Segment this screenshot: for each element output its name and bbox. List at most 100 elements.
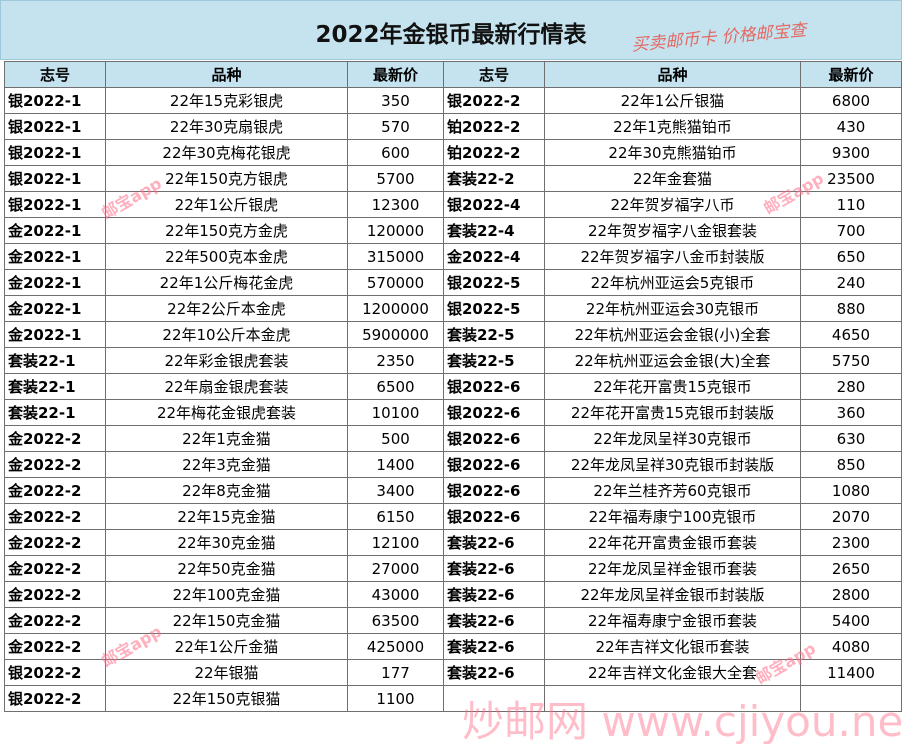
table-row: 套装22-1 22年彩金银虎套装 2350 套装22-5 22年杭州亚运会金银(大)全套… bbox=[4, 347, 902, 374]
price-cell: 1080 bbox=[800, 477, 902, 504]
name-cell: 22年10公斤本金虎 bbox=[105, 321, 348, 348]
code-cell: 金2022-2 bbox=[4, 633, 106, 660]
price-cell: 11400 bbox=[800, 659, 902, 686]
table-row: 银2022-2 22年150克银猫 1100 bbox=[4, 685, 902, 712]
price-cell: 2650 bbox=[800, 555, 902, 582]
code-cell: 套装22-6 bbox=[443, 607, 545, 634]
code-cell: 套装22-2 bbox=[443, 165, 545, 192]
code-cell: 套装22-5 bbox=[443, 347, 545, 374]
code-cell: 银2022-5 bbox=[443, 295, 545, 322]
table-row: 银2022-1 22年150克方银虎 5700 套装22-2 22年金套猫 23500 bbox=[4, 165, 902, 192]
table-row: 金2022-2 22年3克金猫 1400 银2022-6 22年龙凤呈祥30克银币封装版… bbox=[4, 451, 902, 478]
name-cell: 22年30克梅花银虎 bbox=[105, 139, 348, 166]
name-cell: 22年金套猫 bbox=[544, 165, 801, 192]
name-cell: 22年杭州亚运会30克银币 bbox=[544, 295, 801, 322]
header-name: 品种 bbox=[544, 61, 801, 88]
name-cell: 22年15克金猫 bbox=[105, 503, 348, 530]
code-cell: 套装22-6 bbox=[443, 555, 545, 582]
table-row: 银2022-1 22年30克扇银虎 570 铂2022-2 22年1克熊猫铂币 430 bbox=[4, 113, 902, 140]
name-cell: 22年150克方银虎 bbox=[105, 165, 348, 192]
name-cell: 22年150克银猫 bbox=[105, 685, 348, 712]
price-cell: 63500 bbox=[347, 607, 444, 634]
name-cell: 22年龙凤呈祥30克银币封装版 bbox=[544, 451, 801, 478]
code-cell: 金2022-2 bbox=[4, 451, 106, 478]
price-cell: 2300 bbox=[800, 529, 902, 556]
name-cell: 22年150克方金虎 bbox=[105, 217, 348, 244]
price-cell: 4080 bbox=[800, 633, 902, 660]
code-cell: 银2022-4 bbox=[443, 191, 545, 218]
name-cell: 22年龙凤呈祥金银币封装版 bbox=[544, 581, 801, 608]
code-cell: 铂2022-2 bbox=[443, 113, 545, 140]
name-cell: 22年30克金猫 bbox=[105, 529, 348, 556]
table-row: 银2022-1 22年30克梅花银虎 600 铂2022-2 22年30克熊猫铂币 930… bbox=[4, 139, 902, 166]
name-cell: 22年1公斤银猫 bbox=[544, 87, 801, 114]
table-row: 金2022-2 22年30克金猫 12100 套装22-6 22年花开富贵金银币套装 23… bbox=[4, 529, 902, 556]
code-cell: 金2022-1 bbox=[4, 295, 106, 322]
price-cell: 12100 bbox=[347, 529, 444, 556]
table-row: 金2022-2 22年100克金猫 43000 套装22-6 22年龙凤呈祥金银币封装版… bbox=[4, 581, 902, 608]
page-title: 2022年金银币最新行情表 bbox=[315, 22, 587, 48]
table-row: 金2022-2 22年50克金猫 27000 套装22-6 22年龙凤呈祥金银币套装 26… bbox=[4, 555, 902, 582]
code-cell: 金2022-2 bbox=[4, 477, 106, 504]
table-row: 套装22-1 22年扇金银虎套装 6500 银2022-6 22年花开富贵15克银币 28… bbox=[4, 373, 902, 400]
code-cell: 金2022-1 bbox=[4, 321, 106, 348]
code-cell: 银2022-1 bbox=[4, 191, 106, 218]
price-cell: 10100 bbox=[347, 399, 444, 426]
name-cell: 22年龙凤呈祥30克银币 bbox=[544, 425, 801, 452]
code-cell: 银2022-2 bbox=[4, 659, 106, 686]
name-cell: 22年杭州亚运会5克银币 bbox=[544, 269, 801, 296]
code-cell: 金2022-1 bbox=[4, 217, 106, 244]
name-cell: 22年花开富贵15克银币 bbox=[544, 373, 801, 400]
code-cell: 铂2022-2 bbox=[443, 139, 545, 166]
code-cell: 银2022-1 bbox=[4, 139, 106, 166]
price-cell: 27000 bbox=[347, 555, 444, 582]
name-cell: 22年彩金银虎套装 bbox=[105, 347, 348, 374]
code-cell: 金2022-4 bbox=[443, 243, 545, 270]
header-row: 志号 品种 最新价 志号 品种 最新价 bbox=[4, 61, 902, 88]
price-cell: 43000 bbox=[347, 581, 444, 608]
name-cell bbox=[544, 685, 801, 712]
name-cell: 22年贺岁福字八金币封装版 bbox=[544, 243, 801, 270]
name-cell: 22年1公斤银虎 bbox=[105, 191, 348, 218]
code-cell: 套装22-4 bbox=[443, 217, 545, 244]
name-cell: 22年2公斤本金虎 bbox=[105, 295, 348, 322]
code-cell: 银2022-6 bbox=[443, 399, 545, 426]
code-cell: 银2022-5 bbox=[443, 269, 545, 296]
table-row: 金2022-1 22年1公斤梅花金虎 570000 银2022-5 22年杭州亚运会5克… bbox=[4, 269, 902, 296]
price-cell: 630 bbox=[800, 425, 902, 452]
code-cell: 金2022-1 bbox=[4, 243, 106, 270]
title-bar: 2022年金银币最新行情表 买卖邮币卡 价格邮宝查 bbox=[0, 0, 902, 60]
table-row: 金2022-2 22年8克金猫 3400 银2022-6 22年兰桂齐芳60克银币 108… bbox=[4, 477, 902, 504]
price-cell: 1200000 bbox=[347, 295, 444, 322]
price-cell: 500 bbox=[347, 425, 444, 452]
price-cell: 570000 bbox=[347, 269, 444, 296]
table-row: 金2022-1 22年150克方金虎 120000 套装22-4 22年贺岁福字八金银套… bbox=[4, 217, 902, 244]
price-cell: 3400 bbox=[347, 477, 444, 504]
name-cell: 22年500克本金虎 bbox=[105, 243, 348, 270]
name-cell: 22年福寿康宁金银币套装 bbox=[544, 607, 801, 634]
name-cell: 22年花开富贵15克银币封装版 bbox=[544, 399, 801, 426]
code-cell: 套装22-1 bbox=[4, 347, 106, 374]
table-row: 银2022-2 22年银猫 177 套装22-6 22年吉祥文化金银大全套 11400 bbox=[4, 659, 902, 686]
price-cell: 9300 bbox=[800, 139, 902, 166]
name-cell: 22年吉祥文化银币套装 bbox=[544, 633, 801, 660]
price-cell: 2350 bbox=[347, 347, 444, 374]
name-cell: 22年贺岁福字八金银套装 bbox=[544, 217, 801, 244]
code-cell: 金2022-2 bbox=[4, 555, 106, 582]
price-cell: 2800 bbox=[800, 581, 902, 608]
price-cell: 280 bbox=[800, 373, 902, 400]
table-row: 金2022-2 22年1克金猫 500 银2022-6 22年龙凤呈祥30克银币 630 bbox=[4, 425, 902, 452]
table-row: 银2022-1 22年1公斤银虎 12300 银2022-4 22年贺岁福字八币 110 bbox=[4, 191, 902, 218]
price-cell: 430 bbox=[800, 113, 902, 140]
price-cell: 110 bbox=[800, 191, 902, 218]
price-cell: 880 bbox=[800, 295, 902, 322]
header-name: 品种 bbox=[105, 61, 348, 88]
price-cell: 177 bbox=[347, 659, 444, 686]
code-cell: 金2022-2 bbox=[4, 581, 106, 608]
name-cell: 22年150克金猫 bbox=[105, 607, 348, 634]
code-cell: 金2022-2 bbox=[4, 425, 106, 452]
code-cell: 金2022-2 bbox=[4, 503, 106, 530]
price-cell: 425000 bbox=[347, 633, 444, 660]
name-cell: 22年1克熊猫铂币 bbox=[544, 113, 801, 140]
